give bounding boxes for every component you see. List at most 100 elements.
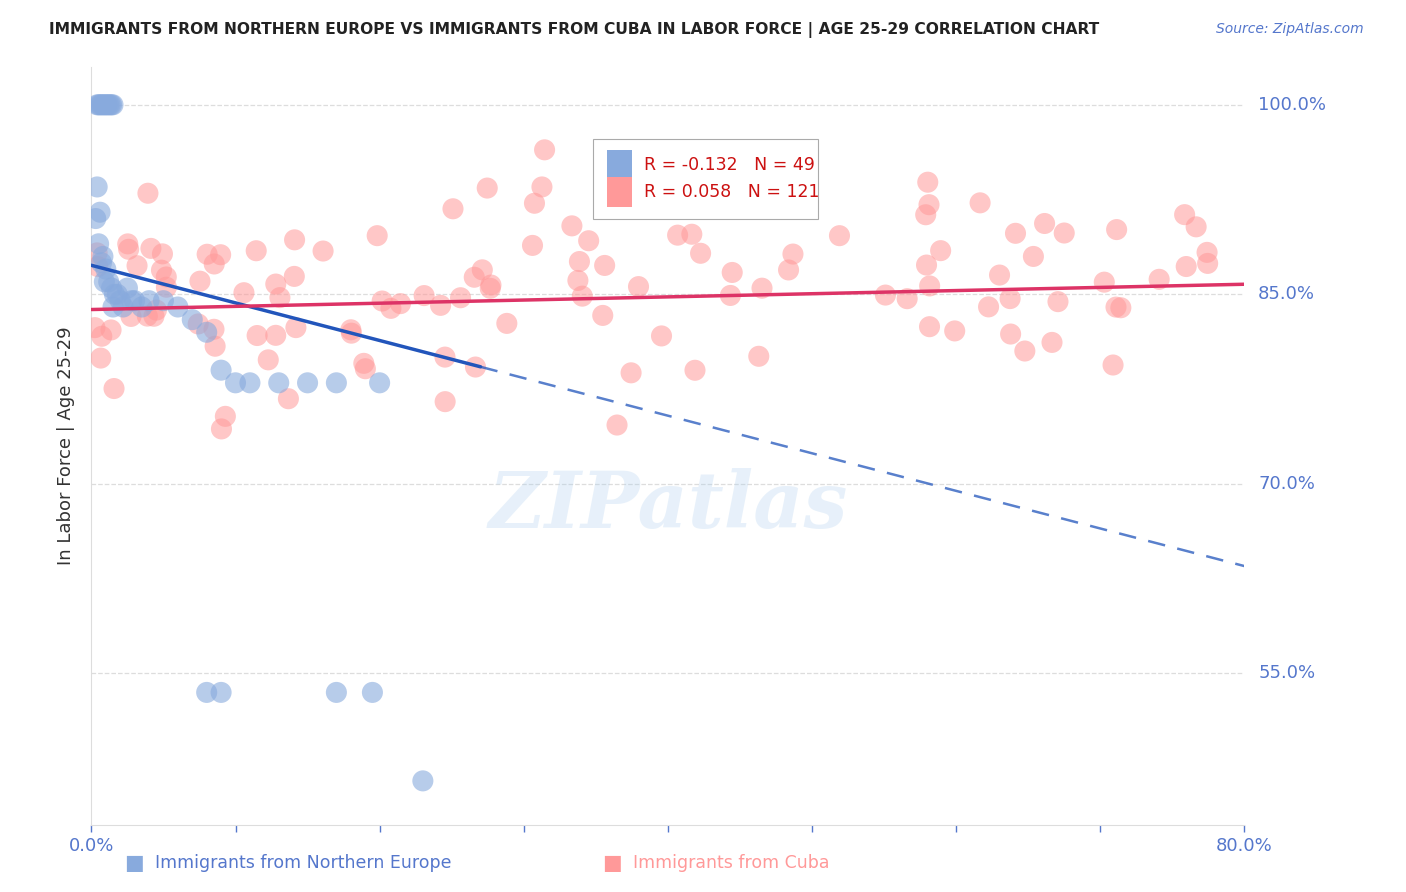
Point	[202, 257, 225, 271]
Point	[202, 322, 225, 336]
Point	[264, 277, 287, 291]
Point	[90, 256, 112, 270]
Text: ■: ■	[602, 854, 621, 873]
Point	[136, 309, 159, 323]
Point	[152, 247, 174, 261]
Point	[914, 208, 936, 222]
Point	[751, 281, 773, 295]
Point	[297, 376, 319, 390]
Point	[145, 303, 167, 318]
Point	[117, 281, 139, 295]
Point	[593, 259, 616, 273]
Point	[233, 285, 256, 300]
Point	[100, 323, 122, 337]
Point	[918, 279, 941, 293]
Point	[86, 180, 108, 194]
Point	[87, 97, 110, 112]
Point	[94, 97, 117, 112]
Point	[718, 288, 741, 302]
Point	[117, 242, 139, 256]
Point	[1105, 300, 1128, 314]
Point	[681, 227, 703, 242]
Point	[1033, 217, 1056, 231]
Point	[97, 97, 120, 112]
Point	[918, 197, 941, 211]
Point	[464, 359, 486, 374]
Point	[1040, 335, 1063, 350]
Point	[875, 288, 897, 302]
Point	[214, 409, 236, 424]
Point	[969, 195, 991, 210]
Point	[138, 293, 160, 308]
Point	[267, 376, 290, 390]
FancyBboxPatch shape	[593, 139, 818, 219]
Point	[98, 97, 121, 112]
Point	[101, 97, 124, 112]
Point	[627, 279, 650, 293]
Point	[209, 685, 232, 699]
Point	[204, 339, 226, 353]
Point	[650, 329, 672, 343]
Text: 85.0%: 85.0%	[1258, 285, 1315, 303]
Point	[239, 376, 262, 390]
Point	[721, 265, 744, 279]
Point	[988, 268, 1011, 282]
Point	[915, 258, 938, 272]
Point	[264, 328, 287, 343]
Point	[110, 293, 132, 308]
Point	[571, 289, 593, 303]
Text: 70.0%: 70.0%	[1258, 475, 1315, 493]
Point	[523, 196, 546, 211]
FancyBboxPatch shape	[607, 150, 633, 180]
Point	[90, 97, 112, 112]
Point	[463, 270, 485, 285]
Point	[87, 236, 110, 251]
Point	[434, 394, 457, 409]
Point	[689, 246, 711, 260]
Text: Source: ZipAtlas.com: Source: ZipAtlas.com	[1216, 22, 1364, 37]
Point	[150, 263, 173, 277]
Text: R = 0.058   N = 121: R = 0.058 N = 121	[644, 183, 820, 201]
Point	[86, 246, 108, 260]
Point	[103, 382, 125, 396]
Point	[325, 685, 347, 699]
Point	[1197, 256, 1219, 270]
Point	[929, 244, 952, 258]
Point	[1092, 275, 1115, 289]
Point	[1147, 272, 1170, 286]
Text: R = -0.132   N = 49: R = -0.132 N = 49	[644, 156, 814, 175]
Point	[225, 376, 247, 390]
Point	[340, 326, 363, 341]
Point	[155, 280, 177, 294]
Point	[380, 301, 402, 316]
Point	[117, 236, 139, 251]
Point	[1197, 245, 1219, 260]
Point	[100, 281, 122, 295]
Point	[120, 310, 142, 324]
Point	[96, 97, 118, 112]
Point	[1014, 344, 1036, 359]
Point	[312, 244, 335, 258]
Point	[89, 97, 111, 112]
Point	[94, 262, 117, 277]
Point	[479, 278, 502, 293]
Point	[533, 143, 555, 157]
Point	[1046, 294, 1069, 309]
Point	[284, 233, 307, 247]
Point	[209, 363, 232, 377]
Point	[188, 274, 211, 288]
Point	[371, 293, 394, 308]
Point	[1000, 326, 1022, 341]
Point	[131, 300, 153, 314]
Point	[998, 292, 1021, 306]
FancyBboxPatch shape	[607, 177, 633, 207]
Point	[246, 328, 269, 343]
Point	[828, 228, 851, 243]
Point	[1175, 260, 1198, 274]
Point	[366, 228, 388, 243]
Point	[1105, 222, 1128, 236]
Point	[1022, 249, 1045, 263]
Point	[283, 269, 305, 284]
Point	[103, 287, 125, 301]
Point	[195, 247, 218, 261]
